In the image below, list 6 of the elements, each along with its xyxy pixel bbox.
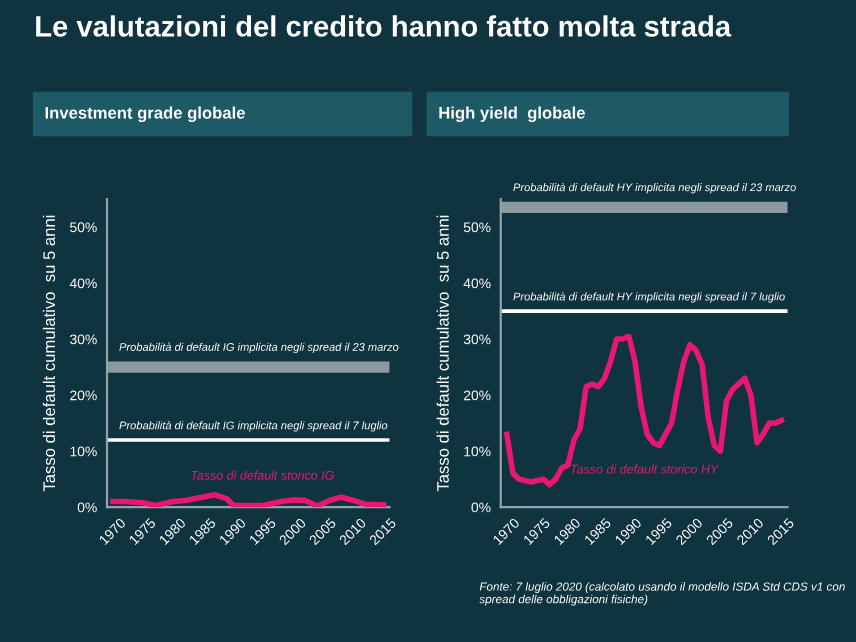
y-axis-title: Tasso di default cumulativo su 5 anni <box>436 215 449 492</box>
y-axis-title: Tasso di default cumulativo su 5 anni <box>42 215 56 492</box>
chart-subtitle: Investment grade globale <box>45 106 245 123</box>
chart-title: Le valutazioni del credito hanno fatto molta strada <box>36 15 732 37</box>
chart-subtitle: High yield globale <box>439 106 585 123</box>
line-series <box>504 333 785 488</box>
